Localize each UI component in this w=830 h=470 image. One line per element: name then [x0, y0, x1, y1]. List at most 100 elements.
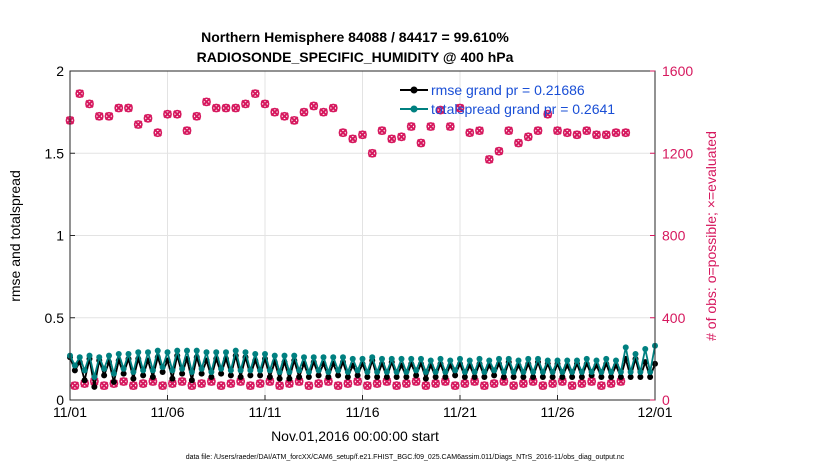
obs-evaluated-point [412, 377, 421, 386]
x-tick-label: 11/21 [443, 404, 477, 420]
totalspread-point [193, 347, 200, 354]
totalspread-point [442, 369, 449, 376]
obs-evaluated-point [207, 377, 216, 386]
obs-evaluated-point [392, 381, 401, 390]
obs-possible-point [475, 126, 484, 136]
totalspread-point [232, 347, 239, 354]
obs-possible-point [592, 130, 601, 140]
obs-evaluated-point [260, 99, 270, 109]
rmse-point [344, 373, 351, 380]
obs-possible-point [479, 381, 489, 391]
totalspread-point [515, 357, 522, 364]
rmse-point [110, 378, 117, 385]
y2-tick-label: 1200 [662, 145, 693, 161]
totalspread-point [408, 355, 415, 362]
totalspread-point [466, 357, 473, 364]
obs-possible-point [289, 115, 299, 125]
obs-possible-point [216, 381, 226, 391]
obs-possible-point [601, 130, 611, 140]
obs-evaluated-point [538, 381, 547, 390]
obs-possible-point [260, 99, 270, 109]
totalspread-point [535, 355, 541, 362]
obs-possible-point [465, 128, 475, 138]
obs-evaluated-point [572, 130, 582, 139]
x-tick-label: 11/26 [541, 404, 575, 420]
rmse-point [539, 373, 546, 380]
obs-evaluated-point [70, 381, 79, 390]
obs-possible-point [202, 97, 211, 107]
rmse-point [315, 372, 322, 379]
rmse-point [510, 373, 517, 380]
obs-possible-point [99, 381, 109, 391]
chart-subtitle: RADIOSONDE_SPECIFIC_HUMIDITY @ 400 hPa [197, 49, 514, 65]
totalspread-point [622, 344, 629, 351]
obs-evaluated-point [246, 381, 255, 390]
obs-evaluated-point [377, 126, 387, 135]
obs-evaluated-point [387, 134, 396, 143]
obs-possible-point [163, 109, 172, 119]
obs-evaluated-point [533, 126, 543, 135]
totalspread-point [188, 369, 195, 376]
totalspread-point [413, 367, 420, 374]
totalspread-point [130, 369, 137, 376]
obs-possible-point [241, 99, 250, 109]
rmse-point [237, 373, 244, 380]
y2-axis-label: # of obs: o=possible; ×=evaluated [703, 131, 719, 341]
obs-evaluated-point [441, 377, 450, 386]
totalspread-point [227, 367, 234, 374]
obs-evaluated-point [129, 381, 138, 390]
rmse-point [452, 372, 459, 379]
obs-possible-point [124, 103, 133, 113]
obs-evaluated-point [348, 134, 357, 143]
totalspread-point [271, 352, 278, 359]
obs-evaluated-point [499, 377, 508, 386]
obs-evaluated-point [470, 377, 479, 386]
obs-possible-point [367, 148, 377, 158]
obs-evaluated-point [514, 138, 523, 148]
totalspread-point [383, 369, 390, 376]
totalspread-point [315, 367, 322, 374]
obs-evaluated-point [611, 128, 621, 137]
obs-evaluated-point [182, 126, 192, 135]
obs-possible-point [543, 109, 553, 119]
obs-evaluated-point [368, 149, 377, 158]
obs-evaluated-point [358, 130, 367, 139]
obs-possible-point [158, 381, 168, 391]
rmse-point [442, 373, 449, 380]
obs-evaluated-point [480, 381, 489, 390]
obs-evaluated-point [85, 99, 94, 109]
rmse-point [276, 375, 283, 382]
obs-possible-point [275, 381, 285, 391]
rmse-point [198, 370, 205, 377]
obs-evaluated-point [319, 108, 328, 117]
rmse-point [130, 375, 137, 382]
obs-possible-point [397, 132, 406, 142]
obs-possible-point [621, 128, 631, 138]
obs-evaluated-point [221, 103, 231, 113]
rmse-point [140, 372, 147, 379]
obs-possible-point [304, 381, 314, 391]
totalspread-point [247, 367, 254, 374]
obs-possible-point [611, 128, 621, 138]
obs-possible-point [392, 381, 402, 391]
obs-possible-point [328, 103, 338, 113]
totalspread-point [349, 355, 356, 362]
obs-possible-point [567, 381, 577, 391]
obs-evaluated-point [148, 377, 157, 386]
obs-evaluated-point [460, 379, 469, 388]
obs-possible-point [211, 103, 221, 113]
obs-evaluated-point [465, 128, 474, 137]
obs-evaluated-point [558, 377, 567, 386]
x-tick-label: 12/01 [637, 404, 672, 420]
obs-evaluated-point [75, 89, 84, 98]
obs-possible-point [455, 103, 465, 113]
rmse-point [413, 372, 420, 379]
totalspread-point [218, 365, 225, 372]
obs-evaluated-point [100, 381, 109, 390]
totalspread-point [354, 367, 361, 374]
obs-evaluated-point [529, 377, 538, 386]
rmse-point [296, 373, 303, 380]
y2-tick-label: 800 [662, 228, 686, 244]
obs-evaluated-point [104, 112, 114, 121]
totalspread-point [496, 355, 502, 362]
